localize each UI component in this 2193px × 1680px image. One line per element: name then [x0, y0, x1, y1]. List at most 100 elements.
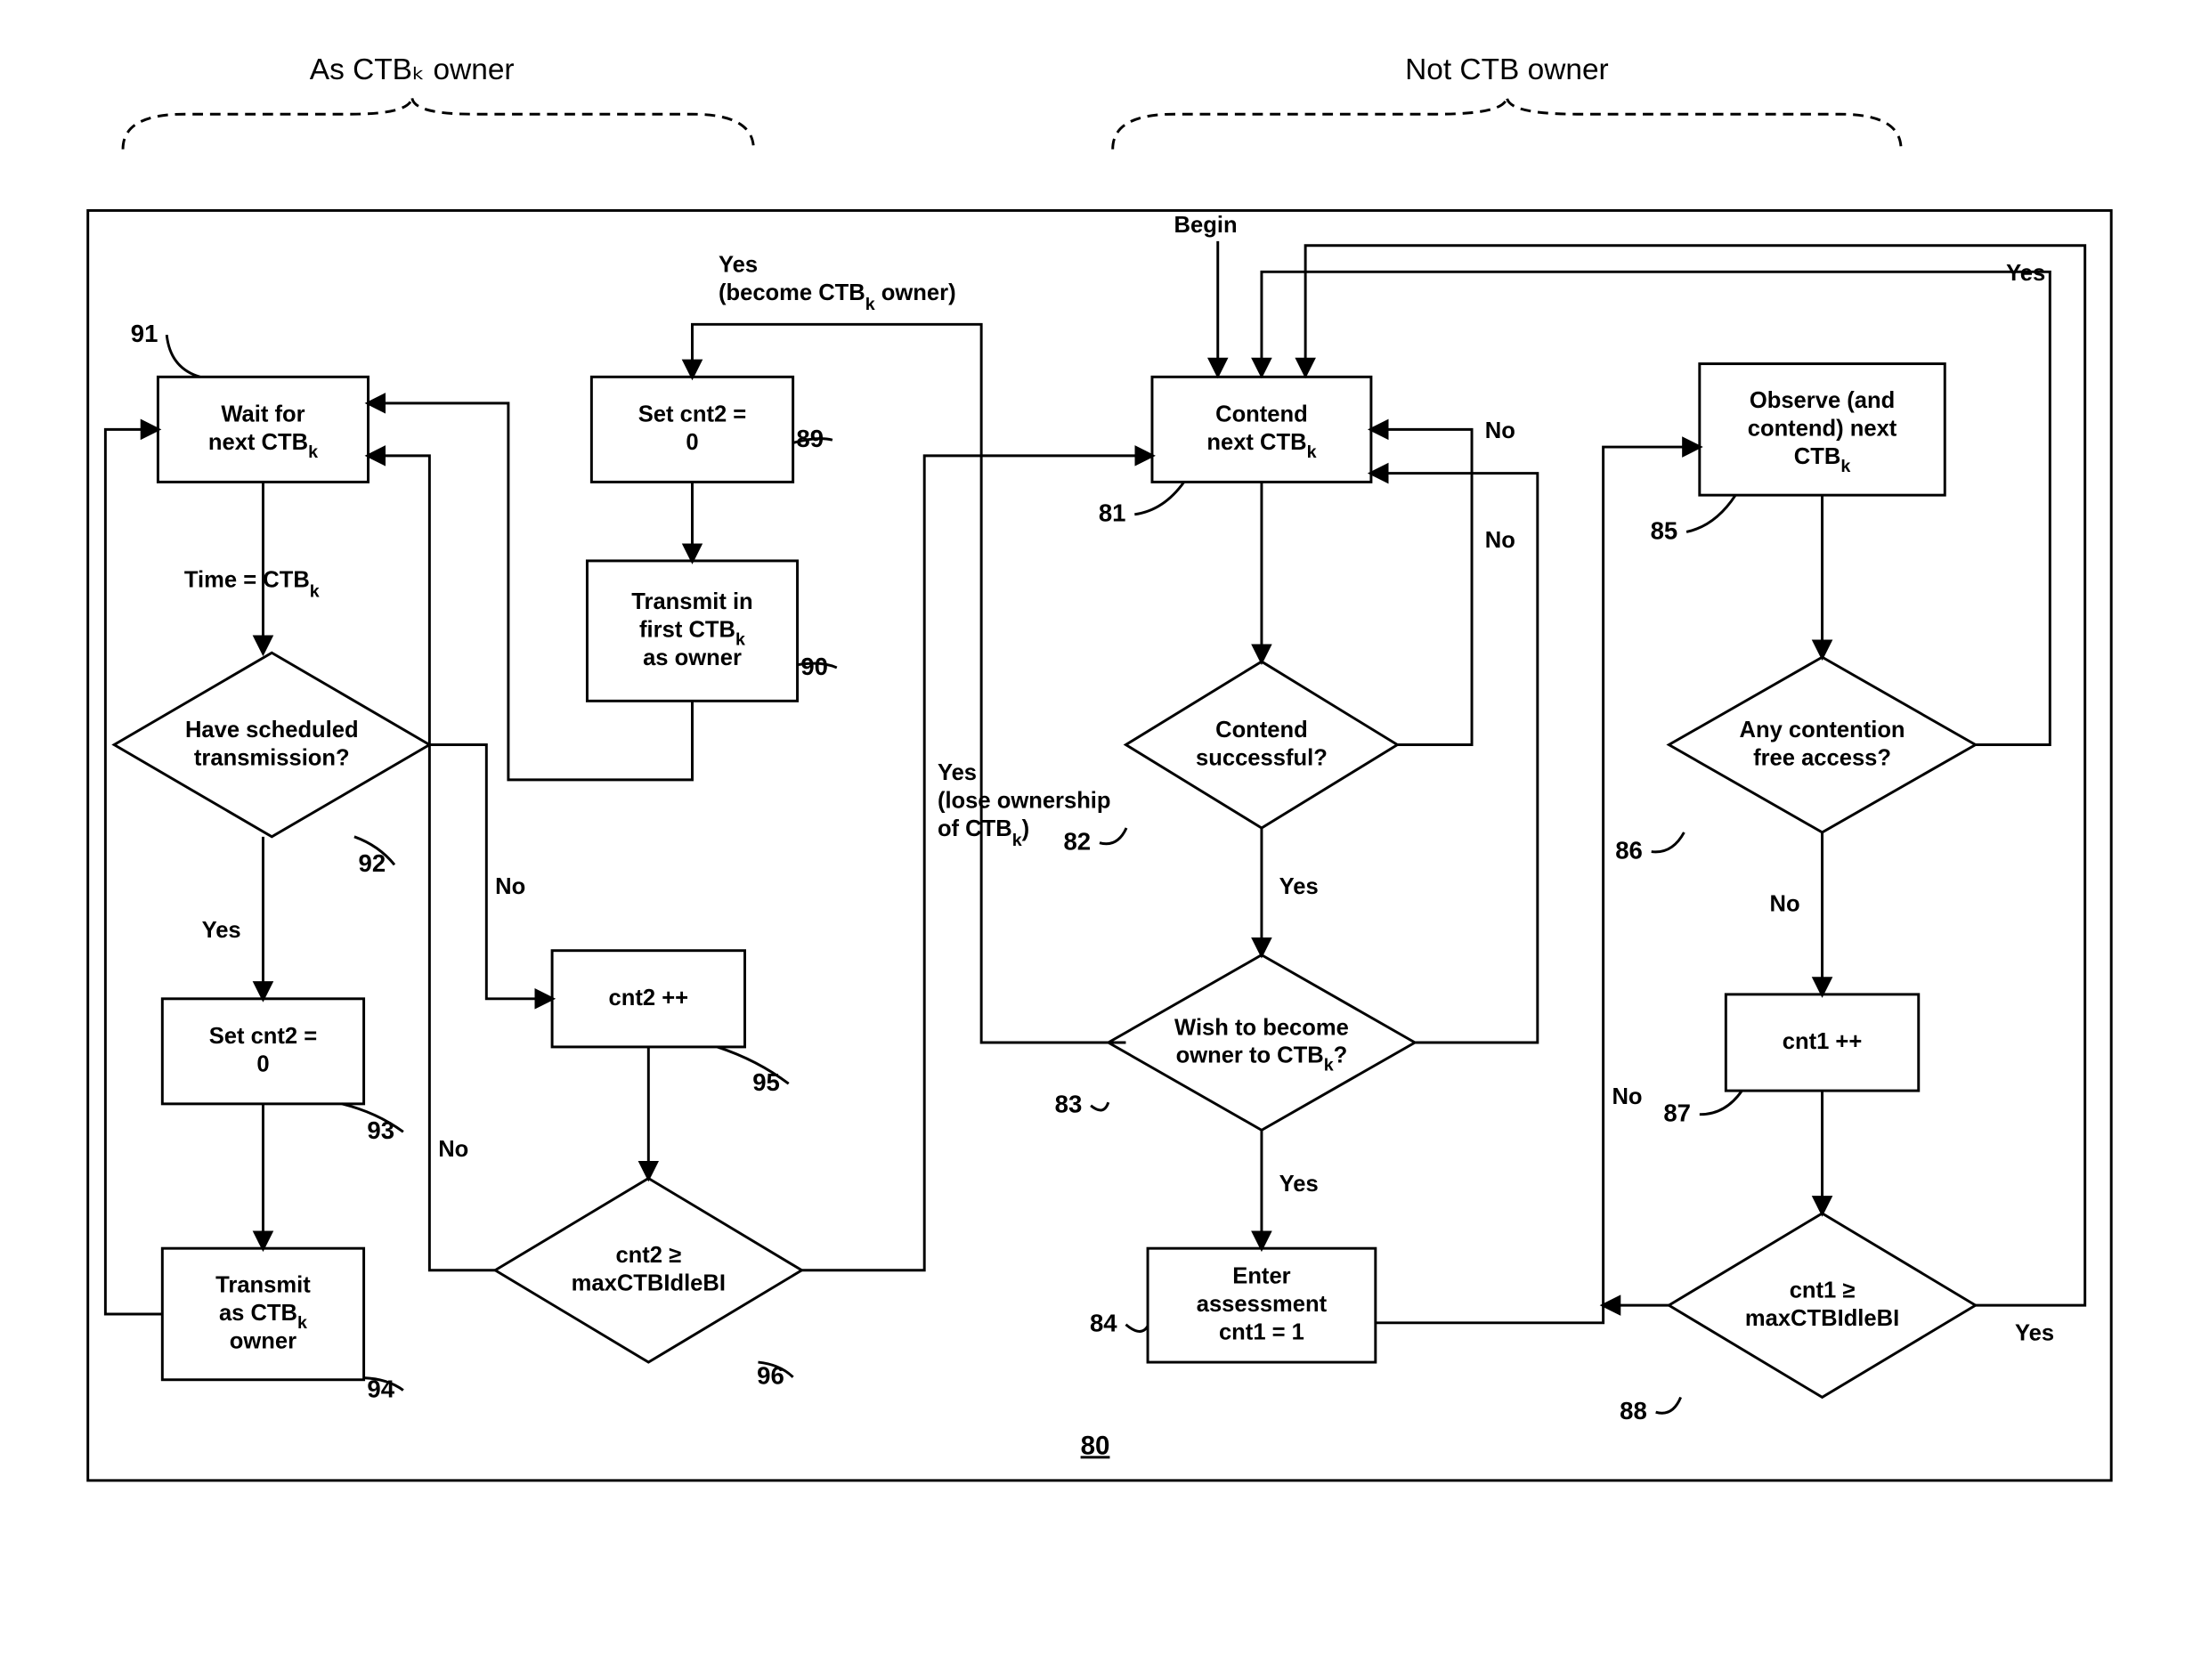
edge-n96-no-n91: No [369, 456, 496, 1270]
svg-text:contend) next: contend) next [1748, 416, 1897, 441]
svg-text:87: 87 [1663, 1100, 1691, 1127]
svg-text:cnt1 ++: cnt1 ++ [1783, 1029, 1863, 1054]
edge-n83-yes-n84: Yes [1262, 1130, 1319, 1248]
svg-text:95: 95 [752, 1068, 780, 1096]
svg-text:No: No [1485, 528, 1515, 553]
svg-text:81: 81 [1099, 499, 1126, 527]
svg-text:94: 94 [367, 1375, 394, 1402]
svg-text:No: No [1770, 891, 1800, 916]
svg-text:Yes: Yes [2015, 1320, 2054, 1345]
svg-text:93: 93 [367, 1116, 394, 1144]
svg-text:96: 96 [757, 1362, 784, 1390]
node-85: Observe (and contend) next CTBk [1700, 364, 1945, 496]
svg-text:Transmit: Transmit [215, 1272, 311, 1297]
svg-text:successful?: successful? [1196, 745, 1328, 770]
svg-text:92: 92 [359, 849, 386, 877]
ref-93: 93 [342, 1104, 403, 1144]
svg-text:owner to CTBk?: owner to CTBk? [1176, 1043, 1348, 1075]
node-82: Contendsuccessful? [1125, 661, 1397, 828]
node-96: cnt2 ≥maxCTBIdleBI [495, 1178, 801, 1362]
edge-n88-yes-begin: Yes [1305, 246, 2085, 1346]
ref-91: 91 [131, 320, 200, 377]
svg-text:Yes: Yes [1279, 874, 1319, 899]
node-86: Any contentionfree access? [1669, 657, 1975, 832]
ref-89: 89 [793, 425, 833, 452]
svg-text:cnt2 ≥: cnt2 ≥ [615, 1243, 681, 1268]
svg-text:0: 0 [686, 430, 698, 455]
ref-86: 86 [1615, 832, 1684, 864]
svg-text:as owner: as owner [643, 645, 742, 670]
edge-n88-no-n85: No [1604, 1084, 1669, 1305]
ref-94: 94 [364, 1375, 403, 1402]
svg-text:Observe (and: Observe (and [1750, 388, 1895, 413]
svg-text:82: 82 [1063, 828, 1091, 856]
svg-text:85: 85 [1651, 516, 1678, 544]
svg-text:88: 88 [1620, 1397, 1647, 1424]
svg-text:Wish to become: Wish to become [1174, 1015, 1349, 1040]
edge-begin: Begin [1174, 213, 1238, 375]
ref-88: 88 [1620, 1397, 1680, 1424]
svg-text:Have scheduled: Have scheduled [185, 718, 359, 743]
svg-text:No: No [438, 1137, 468, 1162]
svg-text:89: 89 [796, 425, 824, 452]
svg-text:83: 83 [1055, 1091, 1083, 1118]
svg-text:Yes: Yes [2006, 261, 2045, 286]
edge-n96-yes-lose: Yes(lose ownershipof CTBk) [801, 456, 1152, 1270]
svg-text:0: 0 [256, 1051, 269, 1076]
node-83: Wish to become owner to CTBk? [1109, 955, 1415, 1131]
svg-text:Transmit in: Transmit in [631, 589, 752, 614]
node-91: Wait for next CTBk [158, 377, 368, 482]
edge-n94-loop-n91 [105, 429, 162, 1314]
edge-n82-no-n81: No [1371, 429, 1515, 744]
svg-text:Any contention: Any contention [1740, 718, 1905, 743]
svg-text:CTBk: CTBk [1794, 444, 1851, 476]
node-84: Enter assessmentcnt1 = 1 [1148, 1248, 1376, 1362]
svg-text:Yes: Yes [1279, 1172, 1319, 1197]
svg-text:(become CTBk owner): (become CTBk owner) [719, 280, 956, 314]
svg-text:As CTBₖ owner: As CTBₖ owner [310, 53, 515, 86]
svg-text:Yes: Yes [719, 252, 758, 277]
svg-text:No: No [1612, 1084, 1642, 1109]
edge-n86-yes-begin: Yes [1262, 261, 2050, 744]
node-81: Contend next CTBk [1152, 377, 1371, 482]
svg-text:next CTBk: next CTBk [208, 430, 318, 462]
svg-text:cnt1 = 1: cnt1 = 1 [1219, 1319, 1304, 1344]
ref-83: 83 [1055, 1091, 1109, 1118]
svg-text:91: 91 [131, 320, 158, 347]
ref-87: 87 [1663, 1091, 1742, 1126]
svg-text:84: 84 [1090, 1310, 1117, 1337]
svg-text:cnt1 ≥: cnt1 ≥ [1790, 1278, 1856, 1303]
svg-text:Not CTB owner: Not CTB owner [1405, 53, 1609, 86]
svg-text:cnt2 ++: cnt2 ++ [609, 986, 689, 1010]
svg-text:assessment: assessment [1197, 1292, 1328, 1317]
svg-text:Enter: Enter [1232, 1263, 1290, 1288]
svg-text:next CTBk: next CTBk [1206, 430, 1316, 462]
svg-text:Yes: Yes [202, 918, 241, 943]
svg-text:Begin: Begin [1174, 213, 1238, 238]
node-92: Have scheduledtransmission? [114, 653, 429, 837]
svg-text:(lose ownership: (lose ownership [938, 788, 1111, 813]
svg-text:No: No [1485, 418, 1515, 443]
node-90: Transmit infirst CTBkas owner [587, 561, 797, 701]
edge-n83-no-n81: No [1371, 418, 1538, 1043]
svg-text:90: 90 [800, 653, 828, 680]
ref-96: 96 [757, 1362, 792, 1390]
svg-text:free access?: free access? [1753, 745, 1891, 770]
node-95: cnt2 ++ [552, 951, 744, 1047]
node-89: Set cnt2 = 0 [591, 377, 792, 482]
svg-text:Yes: Yes [938, 760, 977, 785]
svg-text:Contend: Contend [1215, 402, 1308, 426]
ref-90: 90 [798, 653, 837, 680]
node-94: Transmitas CTBkowner [162, 1248, 363, 1380]
ref-81: 81 [1099, 482, 1184, 526]
svg-text:maxCTBIdleBI: maxCTBIdleBI [1745, 1306, 1899, 1331]
svg-text:86: 86 [1615, 836, 1643, 864]
header-right: Not CTB owner [1113, 53, 1901, 150]
svg-text:Set cnt2 =: Set cnt2 = [638, 402, 746, 426]
svg-text:No: No [495, 874, 525, 899]
edge-n91-n92: Time = CTBk [184, 482, 320, 653]
ref-95: 95 [718, 1047, 789, 1096]
node-93: Set cnt2 =0 [162, 999, 363, 1104]
svg-text:Wait for: Wait for [221, 402, 305, 426]
ref-84: 84 [1090, 1310, 1148, 1337]
